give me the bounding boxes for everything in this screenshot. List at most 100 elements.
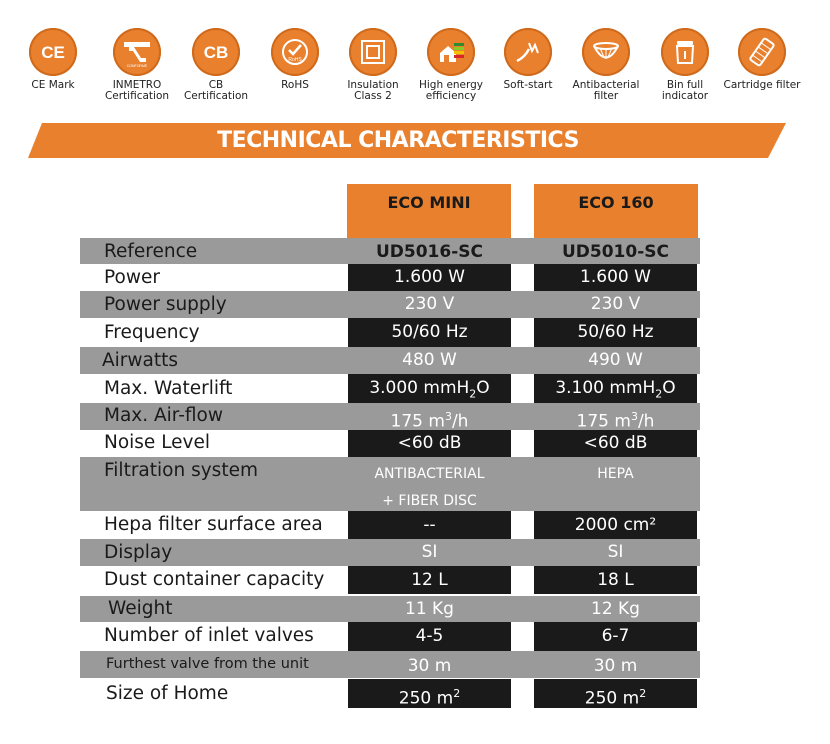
soft-start-icon xyxy=(504,28,552,76)
product-header-eco-mini: ECO MINI xyxy=(347,184,511,238)
spec-label-dust-container: Dust container capacity xyxy=(104,569,325,590)
value-suffix: /h xyxy=(637,411,655,432)
ce-mark-item: CE CE Mark xyxy=(13,28,93,91)
spec-value-eco-160: 30 m xyxy=(593,656,638,676)
value-text: 250 m xyxy=(398,688,454,709)
value-superscript: 2 xyxy=(453,687,461,700)
spec-row-bg xyxy=(80,403,700,430)
spec-label-weight: Weight xyxy=(108,598,173,619)
svg-text:CE: CE xyxy=(41,43,65,62)
value-text: 3.000 mmH xyxy=(369,378,470,398)
inmetro-item: CONFORME INMETRO Certification xyxy=(97,28,177,102)
insulation-label: Insulation Class 2 xyxy=(347,79,399,102)
spec-label-furthest-valve: Furthest valve from the unit xyxy=(106,656,309,672)
cartridge-item: Cartridge filter xyxy=(722,28,802,91)
spec-value-eco-mini: 4-5 xyxy=(348,622,511,651)
certification-icon-row: CE CE Mark CONFORME INMETRO Certificatio… xyxy=(20,28,820,108)
cb-icon: CB xyxy=(192,28,240,76)
bin-full-indicator-icon xyxy=(661,28,709,76)
spec-label-noise-level: Noise Level xyxy=(104,432,211,453)
spec-value-eco-mini: 230 V xyxy=(404,294,455,314)
title-banner: TECHNICAL CHARACTERISTICS xyxy=(28,123,786,158)
energy-efficiency-icon xyxy=(427,28,475,76)
rohs-icon: RoHS xyxy=(271,28,319,76)
cartridge-filter-icon xyxy=(738,28,786,76)
value-suffix: O xyxy=(476,378,490,398)
spec-value-eco-160: SI xyxy=(607,542,624,562)
energy-label: High energy efficiency xyxy=(418,79,484,102)
spec-label-size-of-home: Size of Home xyxy=(106,683,229,704)
spec-label-inlet-valves: Number of inlet valves xyxy=(104,625,314,646)
rohs-item: RoHS RoHS xyxy=(255,28,335,91)
spec-value-eco-mini: 480 W xyxy=(402,350,457,370)
spec-label-hepa-area: Hepa filter surface area xyxy=(104,514,323,535)
spec-value-eco-160: UD5010-SC xyxy=(561,242,669,262)
value-text: 175 m xyxy=(576,411,631,432)
spec-label-max-waterlift: Max. Waterlift xyxy=(104,378,233,399)
value-text: 250 m xyxy=(584,688,640,709)
value-text: 175 m xyxy=(390,411,445,432)
energy-item: High energy efficiency xyxy=(411,28,491,102)
spec-value-eco-160: 3.100 mmH2O xyxy=(534,374,697,403)
spec-value-eco-160: 230 V xyxy=(590,294,641,314)
spec-value-eco-160: 18 L xyxy=(534,566,697,594)
svg-text:CONFORME: CONFORME xyxy=(127,64,148,68)
spec-label-max-air-flow: Max. Air-flow xyxy=(104,405,224,426)
value-subscript: 2 xyxy=(469,387,477,401)
page-title: TECHNICAL CHARACTERISTICS xyxy=(217,128,579,153)
spec-row-bg xyxy=(80,238,700,264)
filtration-line-1: ANTIBACTERIAL xyxy=(374,466,485,482)
cb-label: CB Certification xyxy=(183,79,249,102)
value-suffix: O xyxy=(662,378,676,398)
ce-mark-label: CE Mark xyxy=(31,79,75,91)
spec-row-bg xyxy=(80,347,700,374)
soft-start-label: Soft-start xyxy=(503,79,553,91)
spec-value-eco-mini: -- xyxy=(348,511,511,539)
antibacterial-item: Antibacterial filter xyxy=(566,28,646,102)
insulation-class-2-icon xyxy=(349,28,397,76)
spec-value-eco-160: 12 Kg xyxy=(591,599,640,619)
spec-label-airwatts: Airwatts xyxy=(102,350,179,371)
spec-value-eco-160: 6-7 xyxy=(534,622,697,651)
spec-row-bg xyxy=(80,651,700,678)
spec-label-reference: Reference xyxy=(104,241,198,262)
value-suffix: /h xyxy=(451,411,469,432)
soft-start-item: Soft-start xyxy=(488,28,568,91)
spec-label-filtration-system: Filtration system xyxy=(104,460,258,481)
spec-row-bg xyxy=(80,291,700,318)
svg-text:CB: CB xyxy=(204,43,229,62)
spec-value-eco-mini: 250 m2 xyxy=(348,679,511,709)
spec-value-eco-mini: UD5016-SC xyxy=(375,242,483,262)
spec-value-eco-mini: 50/60 Hz xyxy=(348,318,511,347)
spec-value-eco-160: HEPA xyxy=(597,466,634,482)
spec-label-power: Power xyxy=(104,267,160,288)
spec-value-eco-160: 490 W xyxy=(588,350,643,370)
value-superscript: 3 xyxy=(630,410,638,423)
spec-value-eco-mini: 1.600 W xyxy=(348,264,511,291)
value-subscript: 2 xyxy=(655,387,663,401)
spec-value-eco-160: 2000 cm² xyxy=(534,511,697,539)
spec-label-power-supply: Power supply xyxy=(104,294,227,315)
insulation-item: Insulation Class 2 xyxy=(333,28,413,102)
svg-text:RoHS: RoHS xyxy=(288,57,302,63)
banner-shape xyxy=(28,123,786,158)
product-header-eco-160: ECO 160 xyxy=(534,184,698,238)
antibacterial-filter-icon xyxy=(582,28,630,76)
value-superscript: 3 xyxy=(444,410,452,423)
spec-row-bg xyxy=(80,457,700,511)
ce-mark-icon: CE xyxy=(29,28,77,76)
spec-value-eco-160: 50/60 Hz xyxy=(534,318,697,347)
bin-full-label: Bin full indicator xyxy=(661,79,709,102)
spec-value-eco-160: 175 m3/h xyxy=(534,403,697,432)
inmetro-icon: CONFORME xyxy=(113,28,161,76)
spec-value-eco-mini: <60 dB xyxy=(348,430,511,457)
spec-value-eco-mini: 30 m xyxy=(407,656,452,676)
cb-item: CB CB Certification xyxy=(176,28,256,102)
spec-value-eco-160: <60 dB xyxy=(534,430,697,457)
spec-value-eco-mini: SI xyxy=(421,542,438,562)
value-text: 3.100 mmH xyxy=(555,378,656,398)
value-superscript: 2 xyxy=(639,687,647,700)
spec-value-eco-mini: ANTIBACTERIAL + FIBER DISC xyxy=(348,461,511,515)
spec-value-eco-160: 1.600 W xyxy=(534,264,697,291)
filtration-line-2: + FIBER DISC xyxy=(382,493,477,509)
